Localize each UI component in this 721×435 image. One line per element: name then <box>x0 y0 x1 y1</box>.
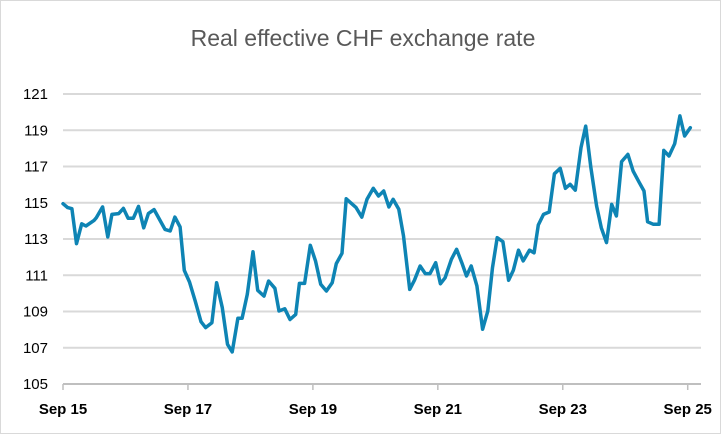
y-tick-label: 109 <box>23 304 48 321</box>
x-axis: Sep 15 Sep 17 Sep 19 Sep 21 Sep 23 Sep 25 <box>39 384 712 418</box>
y-tick-label: 111 <box>25 267 48 284</box>
y-axis: 105 107 109 111 113 115 117 119 121 <box>23 86 48 393</box>
x-tick-label: Sep 25 <box>664 401 712 418</box>
y-tick-label: 119 <box>24 122 48 139</box>
x-tick-label: Sep 17 <box>164 401 212 418</box>
y-tick-label: 117 <box>24 159 48 176</box>
y-tick-label: 105 <box>23 376 48 393</box>
series-line <box>63 116 690 352</box>
series-layer <box>63 116 691 352</box>
x-tick-label: Sep 19 <box>289 401 337 418</box>
chart-title: Real effective CHF exchange rate <box>191 25 536 51</box>
x-tick-label: Sep 15 <box>39 401 87 418</box>
y-tick-label: 107 <box>23 340 48 357</box>
x-tick-label: Sep 21 <box>414 401 462 418</box>
y-tick-label: 121 <box>23 86 48 103</box>
y-tick-label: 113 <box>24 231 48 248</box>
x-tick-label: Sep 23 <box>539 401 587 418</box>
y-tick-label: 115 <box>24 195 48 212</box>
